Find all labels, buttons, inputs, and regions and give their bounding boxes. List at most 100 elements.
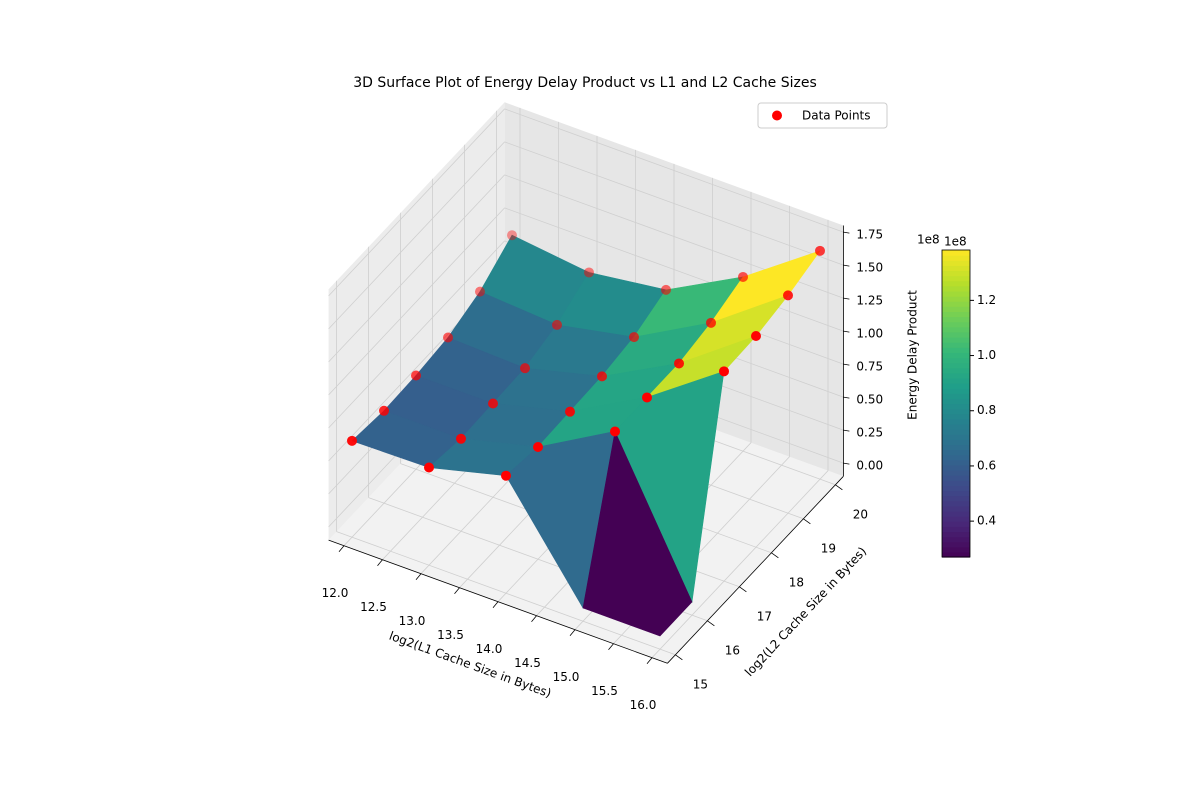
colorbar-segment [942, 546, 970, 553]
colorbar-segment [942, 434, 970, 440]
colorbar-segment [942, 255, 970, 261]
colorbar-tick-label: 1.0 [977, 348, 996, 362]
x-tick-label: 14.0 [476, 642, 503, 656]
x-tick [377, 559, 383, 566]
colorbar-segment [942, 347, 970, 353]
colorbar-segment [942, 352, 970, 359]
data-point [751, 331, 761, 341]
colorbar-segment [942, 275, 970, 282]
colorbar-segment [942, 393, 970, 399]
colorbar-segment [942, 398, 970, 405]
colorbar-segment [942, 357, 970, 364]
legend-box [757, 102, 888, 129]
colorbar-segment [942, 270, 970, 277]
data-point [815, 245, 825, 256]
x-tick-label: 14.5 [514, 656, 541, 670]
data-point [706, 317, 716, 328]
colorbar-segment [942, 377, 970, 384]
z-tick-label: 0.50 [856, 393, 883, 407]
legend-label: Data Points [802, 109, 871, 123]
z-grid-line [328, 108, 505, 297]
y-tick [675, 654, 683, 661]
colorbar-segment [942, 495, 970, 502]
data-point [661, 284, 671, 295]
x-tick-label: 13.5 [437, 628, 464, 642]
data-point [738, 271, 748, 282]
legend-marker [772, 110, 782, 121]
z-tick [843, 264, 850, 267]
colorbar-segment [942, 475, 970, 481]
x-tick [569, 629, 576, 636]
data-point [501, 470, 511, 481]
colorbar-segment [942, 362, 970, 369]
colorbar-segment [942, 510, 970, 517]
y-grid-line [336, 531, 676, 656]
z-tick-label: 1.75 [856, 228, 883, 242]
x-tick [492, 601, 499, 608]
colorbar-segment [942, 321, 970, 328]
colorbar-segment [942, 342, 970, 348]
z-axis-label: Energy Delay Product [906, 290, 920, 420]
colorbar-segment [942, 480, 970, 486]
colorbar-segment [942, 449, 970, 456]
colorbar-segment [942, 250, 970, 256]
colorbar-segment [942, 367, 970, 374]
colorbar-segment [942, 439, 970, 446]
colorbar-segment [942, 531, 970, 538]
colorbar-segment [942, 372, 970, 379]
colorbar-segment [942, 260, 970, 266]
colorbar-segment [942, 470, 970, 476]
z-tick-label: 0.75 [856, 360, 883, 374]
colorbar-segment [942, 290, 970, 297]
x-tick-label: 12.0 [322, 586, 349, 600]
data-point [411, 370, 421, 381]
z-tick-label: 1.50 [856, 261, 883, 275]
colorbar-segment [942, 490, 970, 497]
data-point [610, 426, 620, 437]
z-tick [843, 330, 850, 333]
z-tick-label: 0.00 [856, 459, 883, 473]
colorbar-segment [942, 444, 970, 451]
colorbar-segment [942, 306, 970, 312]
colorbar-segment [942, 521, 970, 527]
surface-face [582, 430, 693, 637]
colorbar-segment [942, 316, 970, 323]
axis-line [328, 539, 668, 664]
colorbar-segment [942, 383, 970, 389]
x-tick-label: 15.5 [591, 684, 618, 698]
x-tick-label: 16.0 [630, 698, 657, 712]
z-grid-line [504, 141, 844, 266]
z-offset: 1e8 [917, 233, 940, 247]
z-grid-line [504, 207, 844, 332]
y-tick-label: 19 [821, 541, 836, 555]
y-tick [771, 552, 779, 559]
data-point [552, 319, 562, 330]
colorbar-segment [942, 500, 970, 507]
colorbar-tick-label: 0.6 [977, 458, 996, 472]
z-grid-line [504, 108, 844, 233]
data-point [379, 405, 389, 416]
z-tick [843, 231, 850, 234]
colorbar-segment [942, 541, 970, 548]
z-grid-line [328, 240, 505, 429]
colorbar-segment [942, 285, 970, 292]
colorbar-segment [942, 408, 970, 415]
colorbar-frame [941, 249, 971, 558]
data-point [719, 366, 729, 377]
colorbar-segment [942, 326, 970, 333]
x-tick [646, 657, 653, 664]
z-grid-line [328, 207, 505, 396]
data-point [533, 442, 543, 452]
colorbar-segment [942, 536, 970, 543]
colorbar-segment [942, 301, 970, 307]
z-tick [843, 396, 850, 399]
x-tick [415, 573, 422, 580]
colorbar-segment [942, 336, 970, 343]
data-point [488, 398, 498, 409]
y-tick-label: 18 [789, 575, 804, 589]
y-tick-label: 15 [693, 677, 708, 691]
colorbar-segment [942, 423, 970, 430]
colorbar-segment [942, 413, 970, 420]
colorbar-segment [942, 505, 970, 512]
colorbar-segment [942, 388, 970, 394]
